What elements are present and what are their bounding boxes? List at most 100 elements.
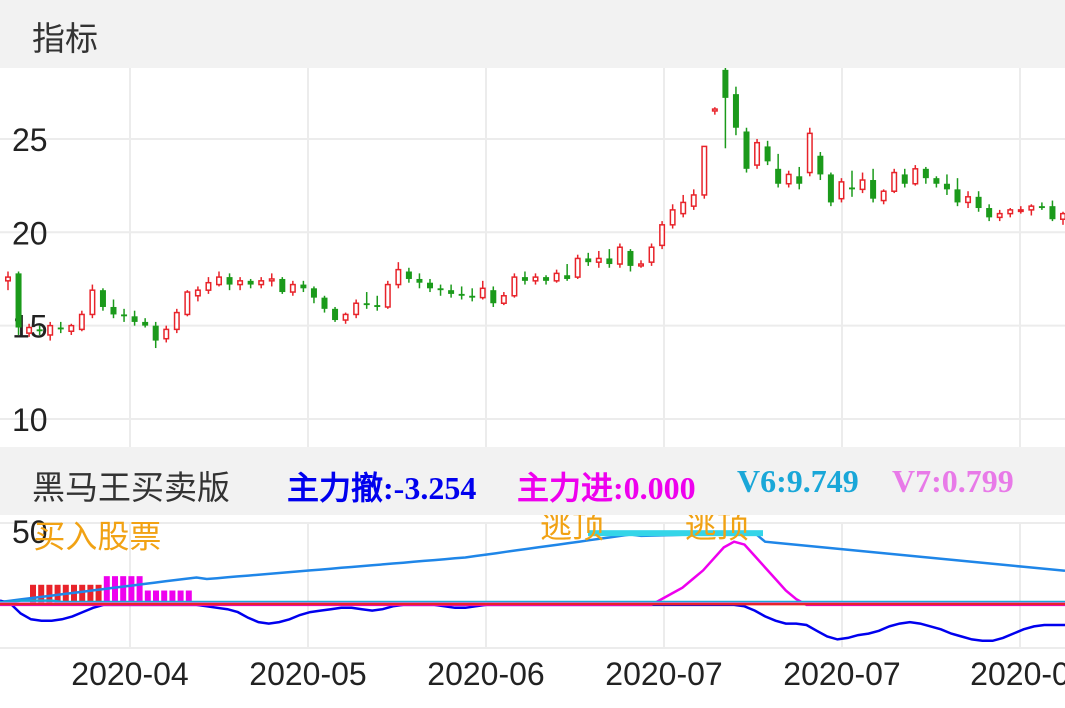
y-tick-label: 20	[12, 215, 48, 251]
candle-body	[173, 311, 180, 331]
candle-body	[110, 306, 117, 315]
candle-body	[954, 189, 961, 203]
candle	[732, 86, 739, 136]
candle-body	[975, 196, 982, 209]
candle-body	[838, 181, 845, 200]
candle	[1017, 206, 1024, 214]
candle	[321, 295, 328, 313]
candle	[711, 107, 718, 115]
signal-bar	[120, 576, 127, 605]
candle	[1007, 208, 1014, 218]
candle	[469, 288, 476, 302]
candle	[891, 168, 898, 194]
candle-body	[184, 291, 191, 316]
candle-body	[680, 201, 687, 215]
candle-body	[205, 281, 212, 291]
candle	[595, 250, 602, 268]
main-panel-header: 指标	[0, 0, 1065, 68]
candle	[785, 170, 792, 188]
candle	[342, 312, 349, 324]
x-tick-label: 2020-06	[427, 656, 544, 692]
candle	[943, 174, 950, 195]
candle	[405, 267, 412, 283]
candle-body	[490, 290, 497, 304]
candle	[490, 286, 497, 307]
candle	[226, 273, 233, 291]
candle	[363, 292, 370, 309]
candle-body	[258, 280, 265, 286]
candle	[722, 68, 729, 149]
candle	[416, 273, 423, 289]
candle	[901, 168, 908, 188]
candle	[954, 178, 961, 207]
candle-body	[47, 324, 54, 336]
candle	[870, 168, 877, 203]
candle-body	[986, 208, 993, 218]
candle	[1028, 204, 1035, 216]
candle	[247, 278, 254, 289]
candle	[353, 299, 360, 319]
candle-body	[648, 246, 655, 263]
candle	[163, 325, 170, 343]
candle-body	[965, 196, 972, 204]
signal-bar	[153, 590, 159, 605]
series-line-3	[0, 599, 1065, 604]
candle-body	[268, 278, 275, 282]
candle-body	[163, 328, 170, 340]
trend-line	[0, 531, 1065, 604]
candle-body	[342, 313, 349, 321]
candle-body	[374, 305, 381, 307]
signal-bar	[177, 590, 184, 605]
candle	[543, 275, 550, 285]
x-tick-label: 2020-07	[605, 656, 722, 692]
candle-body	[68, 324, 75, 332]
candle	[121, 308, 128, 322]
candle	[437, 284, 444, 296]
candle-body	[754, 141, 761, 166]
series-line-1	[0, 599, 1065, 643]
candle	[754, 138, 761, 169]
candle	[975, 191, 982, 212]
x-tick-label: 2020-0	[970, 656, 1065, 692]
indicator-v7: V7:0.799	[892, 463, 1014, 499]
sub-panel-title: 黑马王买卖版	[32, 469, 230, 506]
candle-body	[226, 277, 233, 285]
candle-body	[1060, 212, 1065, 220]
candle	[184, 290, 191, 317]
candle	[89, 284, 96, 319]
candle-body	[500, 295, 507, 304]
candle	[859, 172, 866, 194]
signal-bar	[79, 584, 86, 605]
candle	[532, 273, 539, 285]
candle	[258, 277, 265, 289]
candle-body	[606, 258, 613, 265]
candle-body	[152, 325, 159, 341]
candle	[36, 325, 43, 335]
candle	[743, 127, 750, 173]
candle-body	[996, 212, 1003, 219]
candle-body	[775, 168, 782, 184]
candle-body	[764, 146, 771, 162]
candle	[479, 280, 486, 300]
signal-bar	[112, 576, 118, 605]
annotation-label: 逃顶	[685, 515, 749, 545]
candle	[289, 280, 296, 296]
candle-body	[574, 257, 581, 278]
candle	[194, 286, 201, 302]
candle	[131, 310, 138, 326]
candle-body	[89, 289, 96, 316]
candle-body	[395, 268, 402, 286]
candle-body	[690, 194, 697, 207]
candle	[806, 127, 813, 177]
candle	[564, 264, 571, 281]
candle-body	[26, 326, 33, 334]
signal-bar	[87, 584, 94, 605]
candle	[849, 170, 855, 197]
candle	[427, 278, 433, 293]
candle	[216, 271, 222, 287]
candle	[880, 189, 887, 205]
candle	[680, 194, 687, 218]
candle-body	[448, 290, 455, 294]
